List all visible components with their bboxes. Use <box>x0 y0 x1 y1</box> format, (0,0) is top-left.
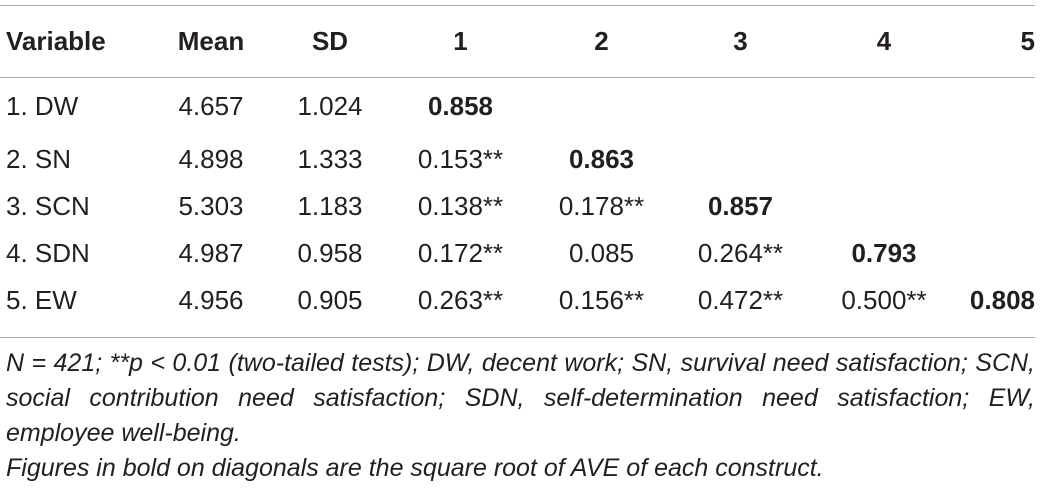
cell-correlation: 0.178** <box>558 191 645 221</box>
table-row: 1. DW 4.657 1.024 0.858 <box>0 77 1035 136</box>
cell-empty <box>811 77 957 136</box>
cell-variable: 3. SCN <box>6 191 90 221</box>
cell-diagonal: 0.857 <box>707 191 774 221</box>
cell-empty <box>670 136 811 183</box>
bottom-rule <box>0 337 1035 338</box>
cell-correlation: 0.472** <box>697 285 784 315</box>
cell-correlation: 0.172** <box>417 238 504 268</box>
header-col-2: 2 <box>594 26 609 56</box>
header-col-5: 5 <box>1020 26 1035 56</box>
header-rule <box>0 77 1035 78</box>
cell-correlation: 0.500** <box>841 285 927 315</box>
cell-sd: 1.333 <box>297 144 363 174</box>
cell-correlation: 0.264** <box>697 238 784 268</box>
cell-variable: 2. SN <box>6 144 72 174</box>
cell-mean: 4.987 <box>178 238 244 268</box>
cell-diagonal: 0.858 <box>427 91 494 121</box>
cell-diagonal: 0.808 <box>969 285 1035 315</box>
cell-diagonal: 0.863 <box>568 144 635 174</box>
cell-empty <box>811 136 957 183</box>
header-variable: Variable <box>6 26 106 56</box>
cell-empty <box>957 77 1035 136</box>
header-col-4: 4 <box>876 26 892 56</box>
cell-sd: 1.024 <box>297 91 363 121</box>
cell-mean: 4.898 <box>178 144 244 174</box>
cell-correlation: 0.153** <box>417 144 504 174</box>
cell-correlation: 0.085 <box>568 238 635 268</box>
cell-empty <box>533 77 670 136</box>
cell-empty <box>957 183 1035 230</box>
cell-empty <box>811 183 957 230</box>
header-col-3: 3 <box>733 26 748 56</box>
header-sd: SD <box>311 26 349 56</box>
header-mean: Mean <box>177 26 245 56</box>
table-row: 3. SCN 5.303 1.183 0.138** 0.178** 0.857 <box>0 183 1035 230</box>
cell-correlation: 0.156** <box>558 285 645 315</box>
table-row: 5. EW 4.956 0.905 0.263** 0.156** 0.472*… <box>0 277 1035 324</box>
cell-diagonal: 0.793 <box>851 238 917 268</box>
abbreviation-note: N = 421; **p < 0.01 (two-tailed tests); … <box>6 349 1035 447</box>
cell-correlation: 0.263** <box>417 285 504 315</box>
cell-variable: 4. SDN <box>6 238 90 268</box>
cell-sd: 0.905 <box>297 285 363 315</box>
cell-sd: 1.183 <box>297 191 363 221</box>
table-row: 2. SN 4.898 1.333 0.153** 0.863 <box>0 136 1035 183</box>
cell-correlation: 0.138** <box>417 191 504 221</box>
cell-mean: 4.956 <box>178 285 244 315</box>
cell-mean: 4.657 <box>178 91 244 121</box>
cell-variable: 1. DW <box>6 91 79 121</box>
cell-empty <box>670 77 811 136</box>
cell-empty <box>957 136 1035 183</box>
bold-explanation-note: Figures in bold on diagonals are the squ… <box>6 454 824 482</box>
correlation-table: Variable Mean SD 1 2 3 4 5 1. DW 4.657 1… <box>0 6 1035 324</box>
cell-variable: 5. EW <box>6 285 77 315</box>
cell-mean: 5.303 <box>178 191 244 221</box>
table-row: 4. SDN 4.987 0.958 0.172** 0.085 0.264**… <box>0 230 1035 277</box>
table-footnote: N = 421; **p < 0.01 (two-tailed tests); … <box>6 346 1035 486</box>
top-rule <box>0 5 1035 6</box>
header-col-1: 1 <box>453 26 468 56</box>
cell-empty <box>957 230 1035 277</box>
header-row: Variable Mean SD 1 2 3 4 5 <box>0 6 1035 77</box>
cell-sd: 0.958 <box>297 238 363 268</box>
